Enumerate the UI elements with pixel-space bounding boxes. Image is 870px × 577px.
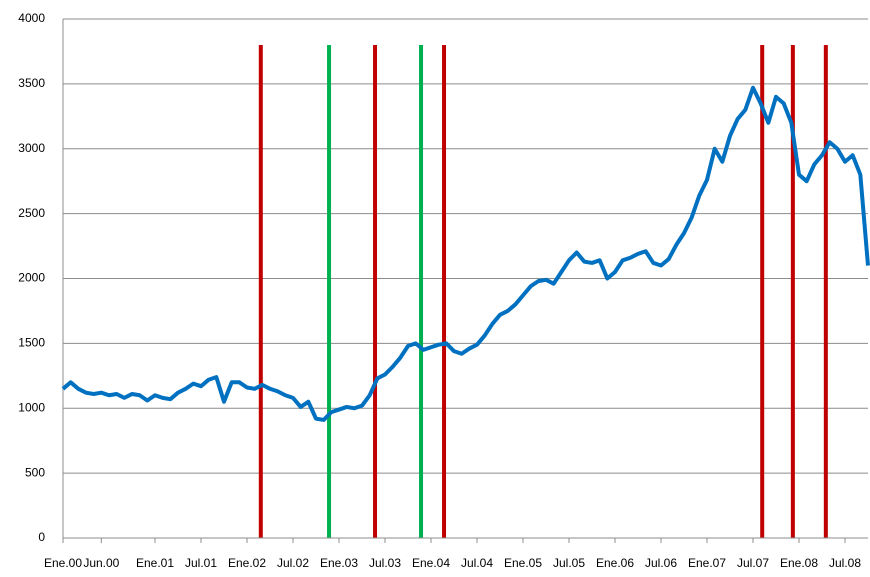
x-tick-label: Jul.07 bbox=[737, 556, 769, 570]
y-tick-label: 1500 bbox=[18, 336, 45, 350]
x-tick-label: Jun.00 bbox=[83, 556, 119, 570]
x-tick-label: Ene.01 bbox=[136, 556, 174, 570]
y-tick-label: 1000 bbox=[18, 400, 45, 414]
x-tick-label: Jul.03 bbox=[369, 556, 401, 570]
y-tick-label: 2000 bbox=[18, 271, 45, 285]
x-tick-label: Jul.06 bbox=[645, 556, 677, 570]
x-tick-label: Ene.08 bbox=[780, 556, 818, 570]
x-tick-label: Jul.04 bbox=[461, 556, 493, 570]
y-tick-label: 3000 bbox=[18, 141, 45, 155]
x-tick-label: Ene.00 bbox=[44, 556, 82, 570]
x-tick-label: Ene.04 bbox=[412, 556, 450, 570]
x-tick-label: Ene.03 bbox=[320, 556, 358, 570]
x-tick-label: Jul.08 bbox=[829, 556, 861, 570]
x-tick-label: Ene.07 bbox=[688, 556, 726, 570]
x-tick-label: Jul.05 bbox=[553, 556, 585, 570]
x-tick-label: Ene.06 bbox=[596, 556, 634, 570]
y-tick-label: 4000 bbox=[18, 11, 45, 25]
x-tick-label: Jul.02 bbox=[277, 556, 309, 570]
x-tick-label: Jul.01 bbox=[185, 556, 217, 570]
x-tick-label: Ene.05 bbox=[504, 556, 542, 570]
y-tick-label: 0 bbox=[38, 530, 45, 544]
y-tick-label: 2500 bbox=[18, 206, 45, 220]
x-tick-label: Ene.02 bbox=[228, 556, 266, 570]
line-series bbox=[61, 85, 870, 422]
y-tick-label: 500 bbox=[25, 465, 45, 479]
y-tick-label: 3500 bbox=[18, 76, 45, 90]
